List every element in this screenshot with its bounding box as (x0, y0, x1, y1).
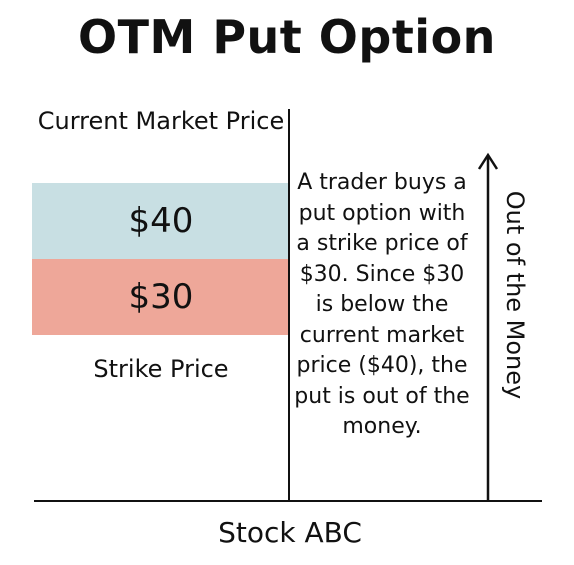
strike-price-label: Strike Price (93, 355, 229, 383)
current-market-price-label: Current Market Price (37, 107, 285, 135)
strike-price-value: $30 (128, 277, 194, 317)
diagram-title: OTM Put Option (78, 10, 496, 64)
current-market-price-value: $40 (128, 201, 194, 241)
stock-label: Stock ABC (218, 516, 362, 549)
explanation-text: A trader buys a put option with a strike… (294, 170, 470, 439)
up-arrow-icon (477, 152, 499, 502)
strike-price-band: $30 (32, 259, 290, 335)
baseline (34, 500, 542, 502)
out-of-the-money-label: Out of the Money (501, 190, 529, 400)
current-market-price-band: $40 (32, 183, 290, 259)
vertical-divider (288, 109, 290, 501)
